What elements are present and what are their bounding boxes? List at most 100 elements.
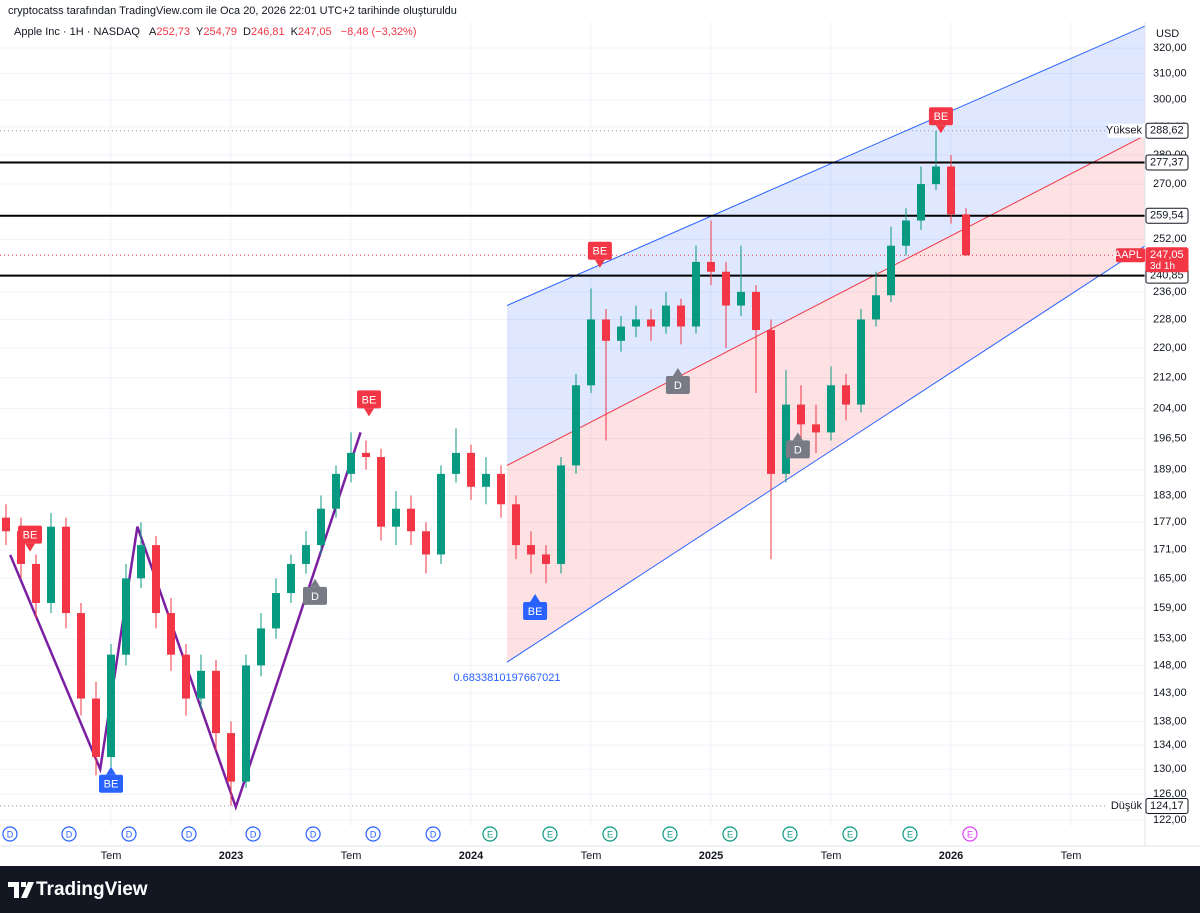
chart: 0.6833810197667021 BE BE D BE BE BE D D BE D D D D D D D… [0,22,1200,862]
ohlc-key: A [149,26,157,38]
channel-lower-fill [507,135,1146,663]
y-tick-label: 228,00 [1153,313,1187,325]
candle-body [317,508,326,546]
event-label: D [126,829,133,839]
candle-body [62,526,71,614]
price-box [1145,797,1189,814]
symbol: Apple Inc · 1H · NASDAQ [14,26,140,38]
ohlc-value: 246,81 [250,26,285,38]
ohlc-key: Y [196,26,204,38]
signal-box [357,390,382,409]
candle-body [872,295,881,320]
y-tick-label: 122,00 [1153,814,1187,826]
y-tick-label: 148,00 [1153,659,1187,671]
candle-body [692,261,701,327]
symbol-legend: Apple Inc · 1H · NASDAQ A252,73 Y254,79 D2… [14,26,417,38]
candle-body [962,214,971,256]
candle-body [722,271,731,306]
event-marker: E [842,826,858,842]
attribution: cryptocatss tarafından TradingView.com i… [8,5,457,17]
candle-body [362,452,371,458]
candle-body [662,305,671,327]
candle-body [212,670,221,734]
price-box [1145,122,1189,139]
channel-annotation: 0.6833810197667021 [453,672,560,684]
signal-pointer [935,125,946,134]
event-circle [482,826,498,842]
y-tick-label: 236,00 [1153,286,1187,298]
x-tick-label: 2024 [459,850,484,862]
ohlc: A252,73 Y254,79 D246,81 K247,05 [143,26,332,38]
candle-body [107,654,116,758]
y-tick-label: 159,00 [1153,602,1187,614]
candle-body [257,628,266,666]
signal: D [665,367,690,394]
candle-body [602,319,611,341]
signal-label: BE [104,779,119,791]
event-marker: E [662,826,678,842]
candle-body [857,319,866,405]
candle-body [737,291,746,306]
candle-body [572,385,581,466]
price-box-label: 259,54 [1150,210,1184,222]
event-label: D [310,829,317,839]
channel-middle [506,134,1146,466]
event-marker: E [722,826,738,842]
x-tick-label: Tem [581,850,602,862]
candle-body [887,245,896,296]
ohlc-key: D [243,26,251,38]
y-tick-label: 130,00 [1153,763,1187,775]
ohlc-value: 254,79 [203,26,237,38]
currency: USD [1156,28,1179,40]
x-tick-label: Tem [1061,850,1082,862]
candle-body [302,545,311,564]
price-tag: Düşük [1111,800,1143,812]
price-box-label: 124,17 [1150,800,1184,812]
y-tick-label: 220,00 [1153,342,1187,354]
signal-label: BE [528,606,543,618]
event-circle [962,826,978,842]
event-circle [181,826,197,842]
y-tick-label: 126,00 [1153,788,1187,800]
event-label: D [430,829,437,839]
y-tick-label: 165,00 [1153,572,1187,584]
event-label: E [547,829,553,839]
event-circle [425,826,441,842]
event-label: E [967,829,973,839]
event-label: D [186,829,193,839]
y-tick-label: 196,50 [1153,432,1187,444]
event-marker: E [602,826,618,842]
candle-body [2,517,11,532]
ohlc-key: K [290,26,298,38]
signal-box [785,440,810,459]
signal-box [928,107,953,126]
price-box-label: 288,62 [1150,125,1184,137]
signal-label: BE [934,111,949,123]
x-tick-label: Tem [101,850,122,862]
price-tag: AAPL [1114,249,1142,261]
event-circle [365,826,381,842]
y-tick-label: 320,00 [1153,42,1187,54]
event-marker: D [2,826,18,842]
event-circle [245,826,261,842]
signal-pointer [792,432,803,441]
event-circle [662,826,678,842]
candle-body [797,404,806,425]
event-marker: D [61,826,77,842]
event-label: D [370,829,377,839]
event-marker: E [962,826,978,842]
event-marker: E [542,826,558,842]
event-label: E [847,829,853,839]
event-marker: D [121,826,137,842]
y-tick-label: 270,00 [1153,178,1187,190]
signal-label: D [794,444,802,456]
candle-body [767,330,776,474]
event-marker: D [245,826,261,842]
candle-body [932,166,941,185]
candle-body [32,563,41,603]
price-box [1145,207,1189,224]
event-marker: E [482,826,498,842]
candle-body [377,457,386,527]
signal-pointer [672,367,683,376]
